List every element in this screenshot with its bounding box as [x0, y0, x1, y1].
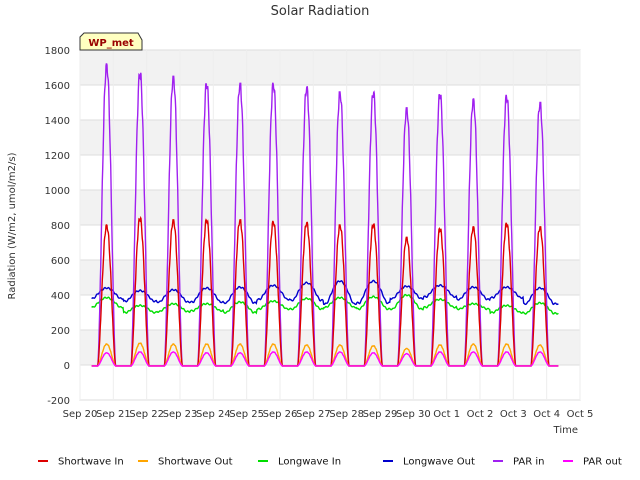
y-tick-label: 200: [51, 326, 70, 337]
x-axis-label: Time: [553, 425, 578, 436]
legend-label: PAR out: [583, 457, 622, 468]
x-tick-label: Sep 21: [96, 409, 131, 420]
chart-title: Solar Radiation: [271, 4, 370, 19]
x-tick-label: Oct 4: [533, 409, 560, 420]
site-badge-box: [79, 32, 143, 51]
series-lines: [91, 63, 559, 367]
x-tick-label: Sep 28: [329, 409, 364, 420]
legend-label: PAR in: [513, 457, 544, 468]
legend-label: Longwave In: [278, 457, 341, 468]
legend: Shortwave In Shortwave Out Longwave In Long…: [38, 457, 622, 468]
x-tick-label: Sep 29: [363, 409, 398, 420]
y-tick-label: 1200: [45, 151, 70, 162]
plot-band: [80, 330, 580, 365]
series-line-longwave-out: [91, 279, 559, 306]
plot-band: [80, 120, 580, 155]
plot-band: [80, 50, 580, 85]
legend-label: Longwave Out: [403, 457, 475, 468]
x-tick-label: Oct 2: [467, 409, 494, 420]
y-axis-label: Radiation (W/m2, umol/m2/s): [7, 152, 18, 299]
y-tick-label: 1800: [45, 46, 70, 57]
y-tick-label: 600: [51, 256, 70, 267]
x-tick-label: Sep 23: [163, 409, 198, 420]
plot-band: [80, 260, 580, 295]
x-tick-label: Sep 25: [229, 409, 264, 420]
plot-band: [80, 190, 580, 225]
y-tick-label: 1000: [45, 186, 70, 197]
y-tick-label: -200: [47, 396, 70, 407]
x-tick-label: Sep 20: [63, 409, 98, 420]
y-tick-label: 0: [64, 361, 70, 372]
x-tick-label: Sep 30: [396, 409, 431, 420]
x-tick-label: Sep 27: [296, 409, 331, 420]
y-tick-labels: -200 0 200 400 600 800 1000 1200 1400 1600 1800: [45, 46, 70, 407]
x-tick-label: Oct 5: [567, 409, 594, 420]
x-tick-label: Sep 26: [263, 409, 298, 420]
x-tick-label: Sep 24: [196, 409, 231, 420]
site-badge-label: WP_met: [88, 38, 134, 49]
x-tick-label: Oct 1: [433, 409, 460, 420]
y-tick-label: 400: [51, 291, 70, 302]
y-tick-label: 800: [51, 221, 70, 232]
site-badge: WP_met: [79, 32, 143, 51]
legend-label: Shortwave In: [58, 457, 124, 468]
series-line-par-out: [91, 351, 559, 367]
y-tick-label: 1600: [45, 81, 70, 92]
x-tick-label: Sep 22: [129, 409, 164, 420]
x-tick-label: Oct 3: [500, 409, 527, 420]
y-tick-label: 1400: [45, 116, 70, 127]
legend-label: Shortwave Out: [158, 457, 233, 468]
